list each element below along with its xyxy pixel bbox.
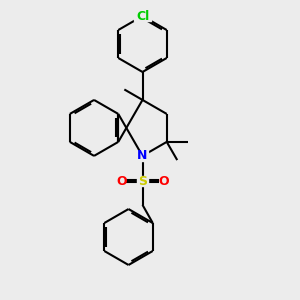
Bar xyxy=(136,151,148,161)
Bar xyxy=(161,176,170,186)
Text: O: O xyxy=(158,175,169,188)
Text: N: N xyxy=(137,149,148,162)
Bar xyxy=(134,11,151,21)
Text: S: S xyxy=(138,175,147,188)
Bar xyxy=(137,176,148,186)
Bar xyxy=(115,176,124,186)
Text: O: O xyxy=(116,175,127,188)
Text: Cl: Cl xyxy=(136,10,149,22)
